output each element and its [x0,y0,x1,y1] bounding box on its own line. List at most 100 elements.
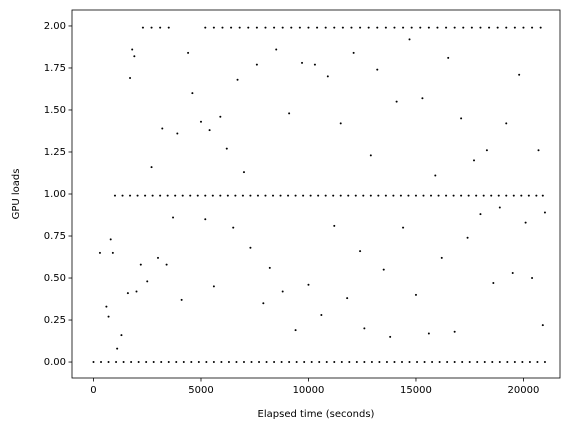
point [107,361,110,364]
point [431,361,434,364]
point [346,297,349,300]
point [367,26,370,29]
point [139,263,142,266]
point [543,361,546,364]
y-tick-label: 0.75 [44,231,66,242]
point [531,26,534,29]
point [369,194,372,197]
point [421,97,424,100]
point [166,194,169,197]
point [221,26,224,29]
point [159,194,162,197]
point [242,171,245,174]
y-tick-label: 0.50 [44,273,66,284]
point [340,361,343,364]
point [135,290,138,293]
point [339,194,342,197]
point [273,361,276,364]
point [294,194,297,197]
point [258,361,261,364]
point [264,26,267,29]
point [150,26,153,29]
point [187,51,190,54]
point [407,194,410,197]
point [460,117,463,120]
point [281,26,284,29]
point [436,26,439,29]
point [249,194,252,197]
point [111,251,114,254]
point [350,26,353,29]
point [320,313,323,316]
y-tick-label: 0.00 [44,357,66,368]
point [521,361,524,364]
x-tick-label: 15000 [400,385,432,396]
point [316,26,319,29]
point [422,194,425,197]
point [326,75,329,78]
point [476,361,479,364]
point [445,194,448,197]
point [242,361,245,364]
point [129,194,132,197]
point [339,122,342,125]
point [275,48,278,51]
point [536,361,539,364]
point [116,347,119,350]
point [227,361,230,364]
point [363,361,366,364]
point [219,194,222,197]
point [199,120,202,123]
point [295,361,298,364]
point [238,26,241,29]
point [475,194,478,197]
point [467,194,470,197]
point [541,324,544,327]
y-tick-label: 1.50 [44,105,66,116]
point [212,361,215,364]
point [414,293,417,296]
point [176,132,179,135]
point [410,26,413,29]
point [470,26,473,29]
point [324,26,327,29]
point [399,194,402,197]
point [485,149,488,152]
point [408,361,411,364]
point [511,271,514,274]
y-tick-label: 1.25 [44,147,66,158]
point [232,226,235,229]
point [528,361,531,364]
point [498,206,501,209]
point [539,26,542,29]
x-tick-label: 5000 [188,385,213,396]
point [376,68,379,71]
point [325,361,328,364]
point [453,26,456,29]
point [307,283,310,286]
point [126,292,129,295]
point [423,361,426,364]
point [302,194,305,197]
point [452,194,455,197]
point [309,194,312,197]
point [208,129,211,132]
point [354,194,357,197]
point [490,194,493,197]
point [473,159,476,162]
point [488,26,491,29]
point [279,194,282,197]
point [445,26,448,29]
point [212,285,215,288]
x-tick-label: 10000 [293,385,325,396]
point [505,26,508,29]
y-tick-label: 1.00 [44,189,66,200]
point [288,361,291,364]
point [191,92,194,95]
point [385,361,388,364]
y-tick-label: 1.75 [44,63,66,74]
point [414,194,417,197]
point [506,361,509,364]
